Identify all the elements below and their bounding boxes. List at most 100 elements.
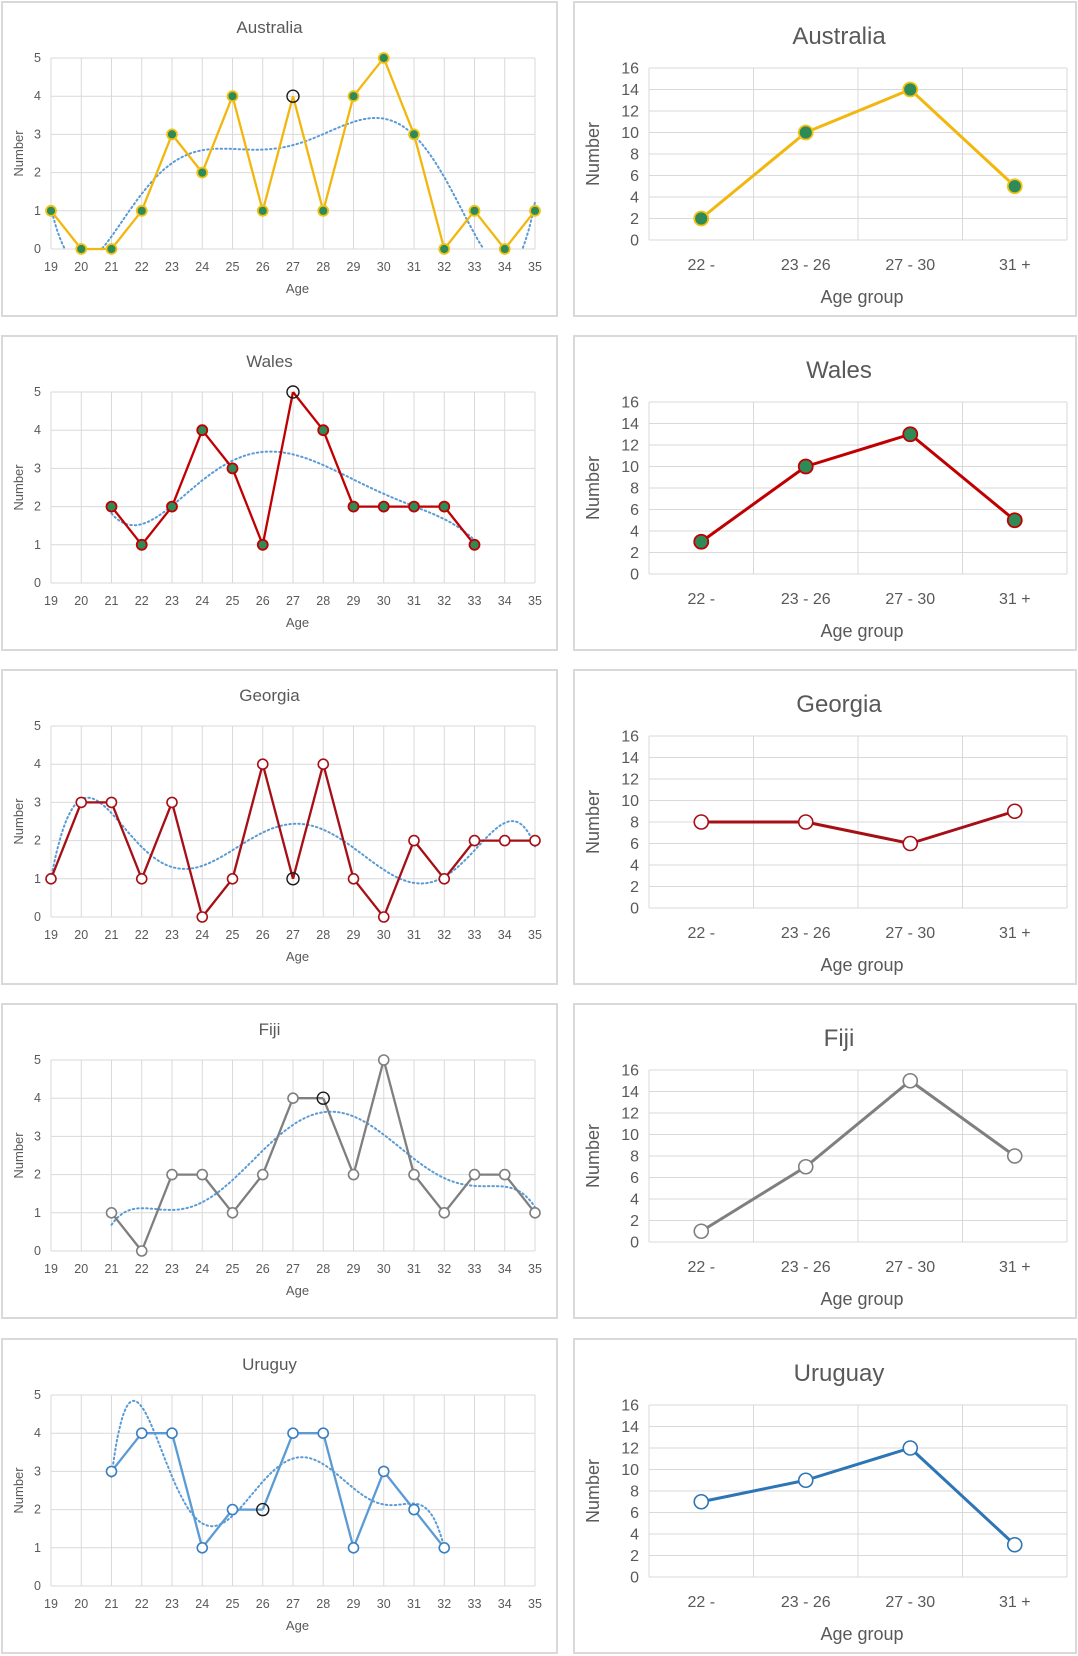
data-point (797, 1472, 814, 1489)
x-tick-label: 26 (256, 1597, 270, 1611)
y-tick-label: 6 (630, 836, 639, 853)
y-tick-label: 2 (34, 166, 41, 180)
series-line-segment (352, 1470, 385, 1549)
y-tick-label: 2 (630, 1548, 639, 1565)
y-tick-label: 8 (630, 481, 639, 498)
trendline (110, 1399, 446, 1549)
x-tick-label: 32 (437, 594, 451, 608)
data-point (797, 814, 814, 830)
data-point (408, 500, 420, 513)
x-tick-label: 28 (316, 928, 330, 942)
series-line-segment (352, 57, 385, 97)
y-tick-label: 10 (621, 1127, 639, 1144)
x-axis-title: Age group (820, 955, 903, 975)
x-tick-label: 30 (377, 928, 391, 942)
data-point (408, 128, 420, 141)
x-tick-label: 33 (468, 594, 482, 608)
x-tick-label: 19 (44, 928, 58, 942)
x-tick-label: 19 (44, 594, 58, 608)
series-line-segment (110, 505, 143, 546)
x-tick-label: 25 (226, 1597, 240, 1611)
y-tick-label: 4 (630, 858, 639, 875)
data-point (196, 166, 209, 179)
data-point (438, 873, 451, 885)
y-tick-label: 1 (34, 1206, 41, 1220)
y-tick-label: 14 (621, 1084, 639, 1101)
x-tick-label: 20 (74, 1262, 88, 1276)
y-tick-label: 14 (621, 416, 639, 433)
x-tick-label: 34 (498, 594, 512, 608)
x-tick-label: 30 (377, 1597, 391, 1611)
x-tick-label: 31 (407, 260, 421, 274)
data-point (75, 796, 88, 809)
data-point (797, 1158, 814, 1175)
series-line-segment (700, 131, 807, 220)
data-point (902, 1440, 919, 1456)
x-tick-label: 27 (286, 1262, 300, 1276)
x-tick-label: 23 (165, 928, 179, 942)
x-tick-label: 31 (407, 594, 421, 608)
x-category-label: 31 + (999, 257, 1031, 274)
x-tick-label: 32 (437, 1262, 451, 1276)
x-tick-label: 22 (135, 1262, 149, 1276)
data-point (226, 1207, 239, 1219)
series-line-segment (140, 505, 173, 546)
y-tick-label: 4 (630, 524, 639, 541)
series-line-segment (503, 1173, 536, 1214)
x-tick-label: 33 (468, 260, 482, 274)
data-point (135, 204, 148, 217)
series-line-segment (503, 210, 536, 250)
chart-panel-fiji-by-group: Fiji 0 2 4 6 8 10 12 14 16 22 - 23 - 26 27 - 30 31 + A… (573, 1003, 1077, 1319)
data-point (256, 538, 269, 551)
y-tick-label: 6 (630, 168, 639, 185)
y-tick-label: 3 (34, 461, 41, 475)
series-line-segment (322, 763, 355, 880)
data-point (196, 1168, 209, 1181)
chart-title: Australia (792, 23, 886, 50)
x-tick-label: 27 (286, 594, 300, 608)
highlighted-data-point (256, 1502, 270, 1517)
x-tick-label: 20 (74, 594, 88, 608)
series-line-segment (352, 878, 385, 918)
x-category-label: 31 + (999, 591, 1031, 608)
chart-svg: Fiji 0 2 4 6 8 10 12 14 16 22 - 23 - 26 27 - 30 31 + A… (583, 1025, 1068, 1309)
chart-title: Uruguy (242, 1355, 297, 1374)
data-point (693, 1223, 710, 1240)
series-line-segment (382, 1059, 416, 1175)
x-tick-label: 23 (165, 1262, 179, 1276)
series-line-segment (261, 391, 295, 546)
y-axis-title: Number (583, 122, 603, 186)
data-point (135, 873, 148, 885)
x-category-label: 27 - 30 (885, 925, 935, 942)
data-point (347, 873, 360, 885)
x-tick-label: 35 (528, 594, 542, 608)
x-tick-label: 28 (316, 1262, 330, 1276)
data-point (166, 128, 178, 141)
y-tick-label: 16 (621, 395, 639, 412)
y-tick-label: 0 (630, 567, 639, 584)
x-axis-title: Age (286, 615, 309, 630)
y-tick-label: 1 (34, 538, 41, 552)
y-axis-title: Number (583, 456, 603, 520)
data-point (347, 1542, 360, 1554)
x-tick-label: 24 (195, 928, 209, 942)
highlighted-data-point (286, 385, 300, 399)
y-tick-label: 4 (630, 1192, 639, 1209)
chart-title: Wales (246, 352, 293, 371)
x-tick-label: 24 (195, 1262, 209, 1276)
x-category-label: 23 - 26 (781, 925, 831, 942)
data-point (438, 1207, 451, 1219)
data-point (105, 796, 118, 809)
data-point (693, 210, 710, 227)
x-tick-label: 34 (498, 1597, 512, 1611)
data-point (468, 1168, 481, 1181)
series-line-segment (805, 1446, 911, 1482)
series-line-segment (700, 465, 807, 543)
y-tick-label: 16 (621, 1398, 639, 1415)
y-tick-label: 16 (621, 1063, 639, 1080)
data-point (902, 1072, 919, 1089)
x-tick-label: 24 (195, 594, 209, 608)
y-tick-label: 3 (34, 1129, 41, 1143)
